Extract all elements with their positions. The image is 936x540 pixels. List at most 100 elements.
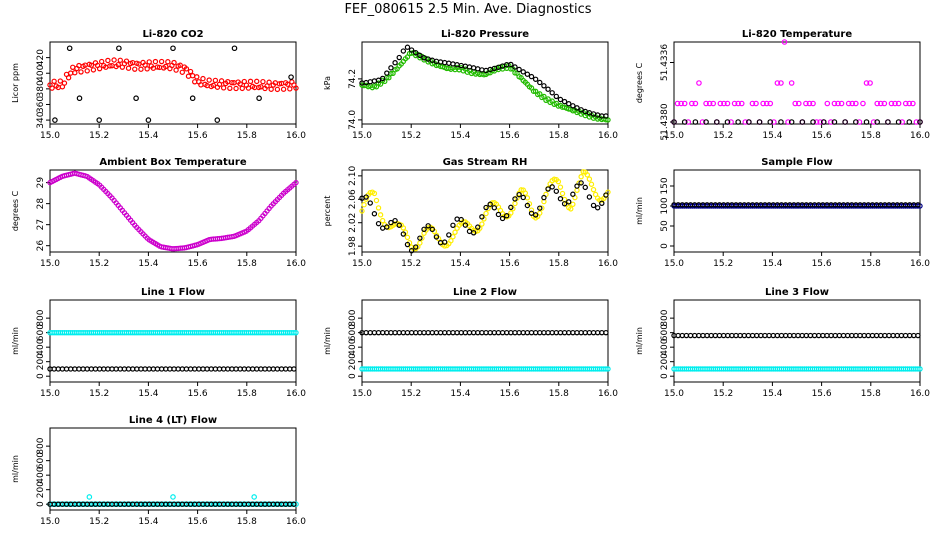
data-point	[179, 69, 186, 75]
chart-title: Li-820 Temperature	[742, 29, 852, 40]
chart-title: Li-820 Pressure	[441, 29, 529, 40]
data-point	[152, 58, 159, 65]
data-point	[508, 61, 514, 68]
data-point	[557, 184, 564, 190]
chart-line4: Line 4 (LT) Flow ml/min 15.0 15.2 15.4 15.6 15…	[11, 415, 306, 527]
data-point	[66, 45, 73, 52]
data-point	[483, 210, 489, 217]
data-point	[413, 50, 419, 56]
data-point	[475, 224, 481, 230]
data-point	[392, 217, 398, 224]
x-tick-label: 15.0	[352, 131, 372, 141]
data-point	[293, 179, 299, 186]
data-point	[541, 194, 547, 201]
data-point	[835, 100, 841, 107]
x-tick-label: 15.2	[401, 389, 421, 399]
y-tick-label: 2.10	[348, 166, 358, 186]
x-tick-label: 15.2	[713, 389, 733, 399]
data-point	[849, 100, 856, 107]
y-axis-label: ml/min	[11, 327, 20, 355]
data-point	[454, 216, 460, 222]
data-point	[781, 39, 788, 45]
data-point	[206, 77, 212, 83]
data-point	[419, 235, 425, 241]
data-point	[177, 62, 183, 68]
data-point	[574, 183, 580, 189]
y-tick-label: 100	[660, 197, 670, 214]
data-point	[881, 100, 888, 107]
x-tick-label: 15.0	[664, 131, 684, 141]
data-point	[524, 71, 531, 77]
series-line3_cyan	[671, 366, 923, 372]
data-point	[788, 119, 795, 125]
data-point	[487, 201, 493, 207]
data-point	[817, 119, 823, 125]
data-point	[76, 95, 83, 102]
data-point	[280, 86, 287, 92]
data-point	[291, 366, 297, 372]
data-point	[170, 494, 176, 500]
data-point	[692, 100, 699, 107]
x-tick-label: 15.2	[401, 131, 421, 141]
data-point	[404, 44, 411, 50]
data-point	[165, 59, 171, 65]
data-point	[448, 238, 454, 244]
data-point	[154, 64, 161, 70]
data-point	[483, 204, 489, 211]
data-point	[778, 119, 784, 125]
data-point	[605, 366, 611, 372]
data-point	[421, 226, 427, 232]
data-point	[557, 196, 564, 202]
data-point	[371, 78, 378, 84]
data-point	[417, 235, 423, 241]
data-point	[227, 85, 233, 91]
series-rh_a	[359, 169, 611, 252]
y-tick-label: 27	[36, 219, 46, 230]
data-point	[771, 119, 777, 125]
data-point	[413, 244, 419, 250]
data-point	[373, 197, 380, 204]
x-tick-label: 15.2	[89, 517, 109, 527]
data-point	[212, 77, 219, 84]
y-axis-label: degrees C	[635, 62, 644, 103]
data-point	[361, 201, 367, 208]
data-point	[568, 206, 574, 212]
data-point	[578, 180, 584, 186]
data-point	[293, 85, 299, 91]
data-point	[386, 75, 392, 81]
data-point	[470, 230, 477, 236]
data-point	[254, 78, 260, 85]
data-point	[377, 212, 384, 218]
data-point	[689, 100, 695, 107]
y-tick-label: 1.98	[348, 236, 358, 256]
series-line2_cyan	[359, 366, 611, 372]
data-point	[375, 220, 382, 227]
data-point	[105, 57, 111, 64]
data-point	[133, 95, 139, 102]
data-point	[915, 202, 921, 208]
data-point	[728, 119, 734, 125]
data-point	[838, 100, 845, 107]
series-temp_b	[671, 119, 923, 125]
data-point	[371, 190, 378, 197]
data-point	[379, 217, 386, 224]
x-tick-label: 15.8	[861, 259, 881, 269]
x-tick-label: 15.4	[450, 131, 470, 141]
chart-title: Line 4 (LT) Flow	[129, 415, 217, 426]
data-point	[899, 119, 905, 125]
data-point	[173, 67, 179, 73]
data-point	[913, 119, 920, 125]
data-point	[574, 187, 580, 193]
data-point	[84, 68, 90, 74]
data-point	[388, 219, 394, 226]
data-point	[508, 210, 514, 216]
data-point	[287, 86, 293, 92]
data-point	[524, 202, 531, 209]
chart-line2: Line 2 Flow ml/min 15.0 15.2 15.4 15.6 15.8 16.…	[323, 287, 618, 399]
x-tick-label: 16.0	[910, 131, 930, 141]
x-tick-label: 15.4	[138, 259, 158, 269]
data-point	[885, 119, 891, 125]
data-point	[910, 100, 916, 107]
data-point	[906, 100, 913, 107]
data-point	[400, 225, 407, 231]
